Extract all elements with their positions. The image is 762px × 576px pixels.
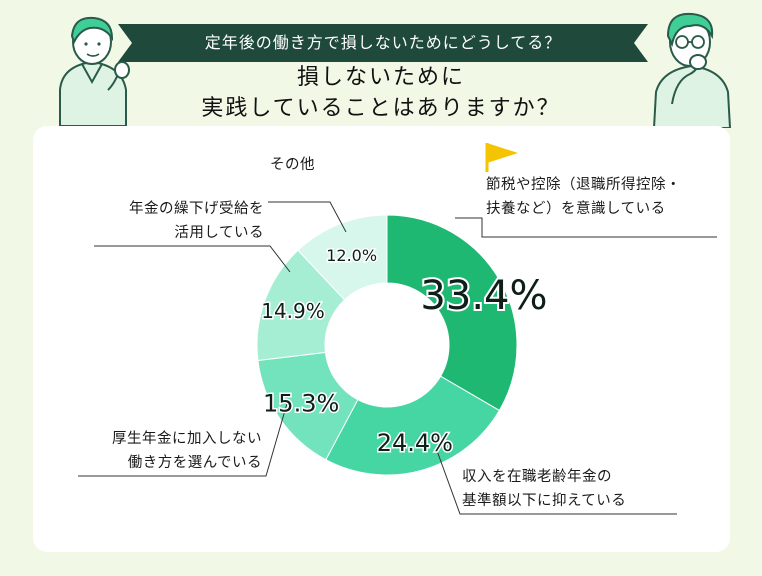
label-cat1-line1: 節税や控除（退職所得控除・ xyxy=(486,177,681,193)
label-cat4-line1: 年金の繰下げ受給を xyxy=(129,201,264,217)
leader-line-3 xyxy=(78,399,289,477)
banner-text: 定年後の働き方で損しないためにどうしてる？ xyxy=(204,33,562,52)
leader-line-4 xyxy=(94,245,291,273)
label-cat4: 年金の繰下げ受給を 活用している xyxy=(96,197,264,245)
label-cat3: 厚生年金に加入しない 働き方を選んでいる xyxy=(82,427,262,475)
banner-shape xyxy=(118,24,648,62)
label-cat5-line1: その他 xyxy=(270,157,315,173)
label-cat2-line1: 収入を在職老齢年金の xyxy=(462,469,612,485)
value-label-3: 15.3% xyxy=(263,390,339,418)
question-banner: 定年後の働き方で損しないためにどうしてる？ xyxy=(118,24,648,62)
label-cat4-line2: 活用している xyxy=(174,225,264,241)
label-cat1-line2: 扶養など）を意識している xyxy=(486,201,666,217)
label-cat2-line2: 基準額以下に抑えている xyxy=(462,493,627,509)
slice-2 xyxy=(325,375,500,476)
value-label-1: 33.4% xyxy=(420,273,547,319)
slice-1 xyxy=(386,214,518,412)
title-line-1: 損しないために xyxy=(296,65,465,90)
leader-line-2 xyxy=(435,447,677,515)
person-left-illustration xyxy=(59,16,130,126)
label-cat3-line2: 働き方を選んでいる xyxy=(127,455,262,471)
flag-icon xyxy=(485,143,518,172)
label-cat1: 節税や控除（退職所得控除・ 扶養など）を意識している xyxy=(486,173,681,221)
label-cat3-line1: 厚生年金に加入しない xyxy=(112,431,262,447)
value-label-2: 24.4% xyxy=(377,429,453,457)
label-cat2: 収入を在職老齢年金の 基準額以下に抑えている xyxy=(462,465,626,513)
title-line-2: 実践していることはありますか？ xyxy=(201,96,561,121)
chart-card xyxy=(33,126,730,552)
label-cat5: その他 xyxy=(270,153,315,177)
leader-line-1 xyxy=(455,217,717,238)
person-right-illustration xyxy=(652,12,732,128)
page-title: 損しないために 実践していることはありますか？ xyxy=(150,62,612,124)
leader-line-5 xyxy=(268,201,347,233)
slice-5 xyxy=(297,214,388,301)
value-label-4: 14.9% xyxy=(261,299,325,323)
value-label-5: 12.0% xyxy=(326,246,377,265)
